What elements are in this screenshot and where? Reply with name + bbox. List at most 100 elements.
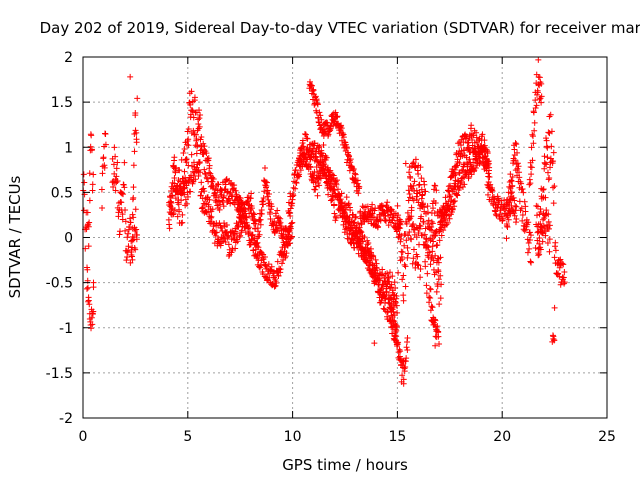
data-point [408,236,415,243]
data-point [318,116,325,123]
data-point [511,210,518,217]
data-point [415,171,422,178]
data-point [227,189,234,196]
data-point [489,188,496,195]
data-point [215,181,222,188]
data-point [112,187,119,194]
data-point [308,154,315,161]
data-point [505,216,512,223]
data-point [556,264,563,271]
data-point [323,154,330,161]
data-point [404,335,411,342]
data-point [245,224,252,231]
data-point [465,170,472,177]
data-point [194,141,201,148]
data-point [430,257,437,264]
data-point [209,178,216,185]
data-point [306,146,313,153]
data-point [417,265,424,272]
data-point [385,308,392,315]
data-point [514,149,521,156]
data-point [379,266,386,273]
data-point [395,339,402,346]
data-point [297,149,304,156]
data-point [263,183,270,190]
data-point [542,160,549,167]
data-point [240,205,247,212]
data-point [402,230,409,237]
data-point [545,129,552,136]
data-point [509,182,516,189]
y-tick-label: -2 [59,411,73,427]
data-point [358,220,365,227]
data-point [132,110,139,117]
data-point [418,186,425,193]
data-point [312,183,319,190]
data-point [404,254,411,261]
data-point [217,238,224,245]
data-point [560,261,567,268]
data-point [452,171,459,178]
data-point [99,205,106,212]
data-point [183,200,190,207]
data-point [522,226,529,233]
data-point [389,330,396,337]
data-point [334,177,341,184]
data-point [466,156,473,163]
data-point [404,347,411,354]
data-point [201,166,208,173]
data-point [520,189,527,196]
data-point [492,208,499,215]
data-point [345,235,352,242]
data-point [121,184,128,191]
data-point [98,186,105,193]
data-point [432,230,439,237]
data-point [421,231,428,238]
data-point [536,251,543,258]
data-point [400,292,407,299]
data-point [393,323,400,330]
data-point [461,181,468,188]
data-point [394,202,401,209]
data-point [222,239,229,246]
data-point [212,232,219,239]
data-point [112,153,119,160]
data-point [268,203,275,210]
data-point [379,206,386,213]
data-point [422,225,429,232]
data-point [213,229,220,236]
data-point [545,211,552,218]
y-tick-label: -0.5 [46,276,73,292]
data-point [556,257,563,264]
data-point [317,112,324,119]
data-point [286,209,293,216]
data-point [393,302,400,309]
data-point [468,130,475,137]
data-point [468,122,475,129]
data-point [333,181,340,188]
data-point [120,191,127,198]
data-point [293,180,300,187]
data-point [331,210,338,217]
data-point [540,186,547,193]
data-point [425,244,432,251]
data-point [404,209,411,216]
data-point [405,215,412,222]
data-point [404,244,411,251]
data-point [88,132,95,139]
data-point [264,179,271,186]
data-point [219,197,226,204]
data-point [531,119,538,126]
data-point [512,140,519,147]
data-point [395,269,402,276]
data-point [429,220,436,227]
data-point [110,161,117,168]
data-point [399,276,406,283]
data-point [275,272,282,279]
data-point [351,219,358,226]
data-point [546,222,553,229]
x-tick-label: 5 [183,429,192,445]
data-point [347,159,354,166]
data-point [206,196,213,203]
